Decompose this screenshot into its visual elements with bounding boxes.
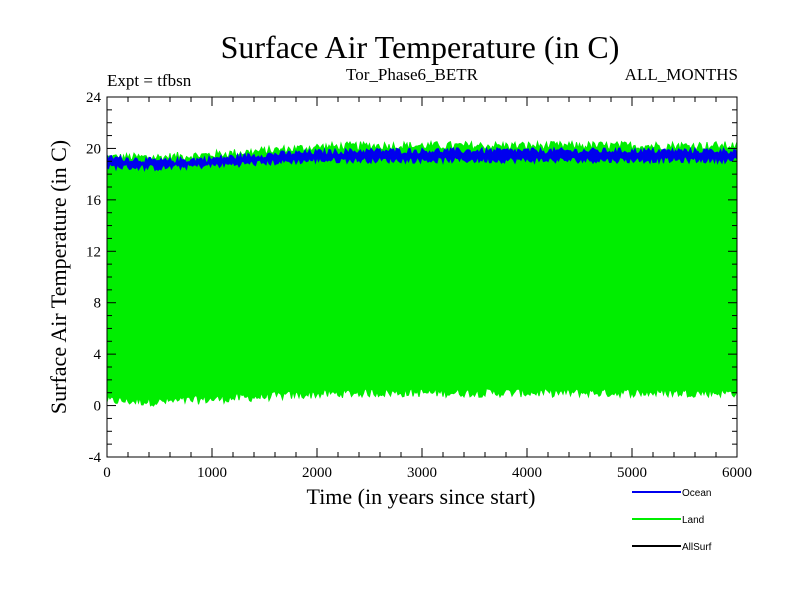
series-layer <box>106 139 738 407</box>
x-axis-label: Time (in years since start) <box>307 484 536 509</box>
x-tick-label: 6000 <box>722 465 752 481</box>
subtitle-right: ALL_MONTHS <box>625 65 738 84</box>
x-tick-label: 3000 <box>407 465 437 481</box>
y-tick-label: 20 <box>86 141 101 157</box>
y-tick-label: 24 <box>86 90 102 106</box>
series-band-land <box>106 139 738 407</box>
legend-label-land: Land <box>682 515 704 526</box>
y-tick-label: 12 <box>86 244 101 260</box>
x-tick-label: 1000 <box>197 465 227 481</box>
y-tick-label: 0 <box>94 399 102 415</box>
x-tick-label: 5000 <box>617 465 647 481</box>
chart-title: Surface Air Temperature (in C) <box>221 29 620 65</box>
legend-label-allsurf: AllSurf <box>682 542 712 553</box>
x-tick-label: 2000 <box>302 465 332 481</box>
x-tick-label: 4000 <box>512 465 542 481</box>
y-tick-label: -4 <box>89 450 102 466</box>
x-tick-label: 0 <box>103 465 111 481</box>
subtitle-center: Tor_Phase6_BETR <box>346 65 479 84</box>
legend: Ocean Land AllSurf <box>632 488 712 553</box>
subtitle-left: Expt = tfbsn <box>107 71 192 90</box>
y-tick-label: 16 <box>86 193 102 209</box>
y-axis-label: Surface Air Temperature (in C) <box>46 140 71 414</box>
y-tick-label: 4 <box>94 347 102 363</box>
legend-label-ocean: Ocean <box>682 488 711 499</box>
y-tick-label: 8 <box>94 296 102 312</box>
